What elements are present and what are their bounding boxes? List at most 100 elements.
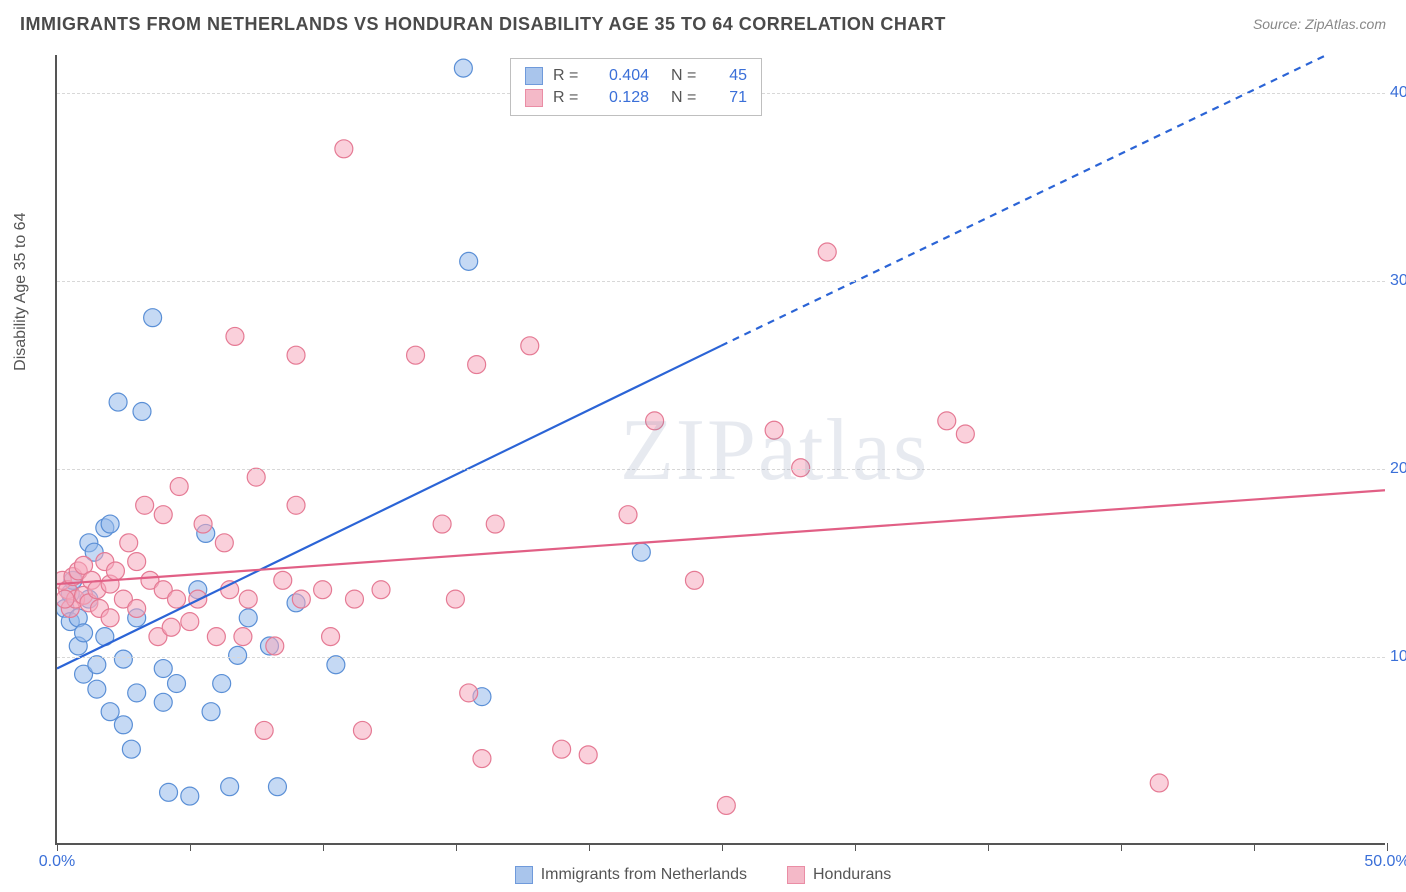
data-point [133,402,151,420]
ytick-label: 40.0% [1390,84,1406,102]
trend-line [57,490,1385,584]
legend-swatch [515,866,533,884]
data-point [221,778,239,796]
legend-n-value: 45 [713,65,747,87]
data-point [792,459,810,477]
data-point [202,703,220,721]
data-point [207,628,225,646]
plot-area: 10.0%20.0%30.0%40.0%0.0%50.0% [55,55,1385,845]
data-point [106,562,124,580]
data-point [128,684,146,702]
trend-line [57,346,721,669]
data-point [168,675,186,693]
data-point [938,412,956,430]
ytick-label: 20.0% [1390,460,1406,478]
data-point [234,628,252,646]
data-point [181,613,199,631]
data-point [136,496,154,514]
gridline [57,469,1385,470]
data-point [468,356,486,374]
data-point [109,393,127,411]
legend-r-label: R = [553,65,585,87]
source-attribution: Source: ZipAtlas.com [1253,16,1386,32]
gridline [57,657,1385,658]
data-point [579,746,597,764]
legend-r-label: R = [553,87,585,109]
data-point [327,656,345,674]
legend-row: R = 0.404 N = 45 [525,65,747,87]
data-point [88,680,106,698]
data-point [154,506,172,524]
data-point [114,650,132,668]
data-point [101,609,119,627]
data-point [114,716,132,734]
data-point [553,740,571,758]
legend-label: Hondurans [813,866,891,884]
chart-svg [57,55,1385,843]
data-point [128,553,146,571]
xtick [190,843,191,851]
data-point [101,515,119,533]
ytick-label: 30.0% [1390,272,1406,290]
data-point [128,599,146,617]
legend-swatch [525,67,543,85]
legend-swatch [525,89,543,107]
legend-r-value: 0.404 [595,65,649,87]
data-point [122,740,140,758]
data-point [717,796,735,814]
data-point [154,660,172,678]
data-point [1150,774,1168,792]
y-axis-label: Disability Age 35 to 64 [12,213,30,371]
data-point [818,243,836,261]
legend-n-label: N = [671,65,703,87]
data-point [144,309,162,327]
gridline [57,281,1385,282]
data-point [521,337,539,355]
data-point [239,590,257,608]
legend-correlation: R =0.404N =45R =0.128N =71 [510,58,762,116]
data-point [181,787,199,805]
chart-title: IMMIGRANTS FROM NETHERLANDS VS HONDURAN … [20,14,946,35]
legend-series: Immigrants from Netherlands Hondurans [0,866,1406,884]
data-point [255,721,273,739]
xtick [855,843,856,851]
data-point [292,590,310,608]
xtick [722,843,723,851]
xtick [1387,843,1388,851]
data-point [685,571,703,589]
data-point [765,421,783,439]
legend-item: Immigrants from Netherlands [515,866,747,884]
xtick [57,843,58,851]
data-point [247,468,265,486]
data-point [268,778,286,796]
data-point [632,543,650,561]
legend-swatch [787,866,805,884]
data-point [239,609,257,627]
data-point [194,515,212,533]
data-point [168,590,186,608]
xtick [323,843,324,851]
data-point [160,783,178,801]
xtick [988,843,989,851]
data-point [229,646,247,664]
ytick-label: 10.0% [1390,648,1406,666]
xtick [1254,843,1255,851]
data-point [335,140,353,158]
trend-line-extrapolated [721,55,1385,346]
data-point [446,590,464,608]
data-point [215,534,233,552]
data-point [120,534,138,552]
legend-label: Immigrants from Netherlands [541,866,747,884]
data-point [619,506,637,524]
data-point [322,628,340,646]
data-point [353,721,371,739]
legend-n-value: 71 [713,87,747,109]
data-point [154,693,172,711]
data-point [287,496,305,514]
data-point [213,675,231,693]
data-point [956,425,974,443]
data-point [75,624,93,642]
data-point [486,515,504,533]
data-point [57,590,74,608]
legend-item: Hondurans [787,866,891,884]
